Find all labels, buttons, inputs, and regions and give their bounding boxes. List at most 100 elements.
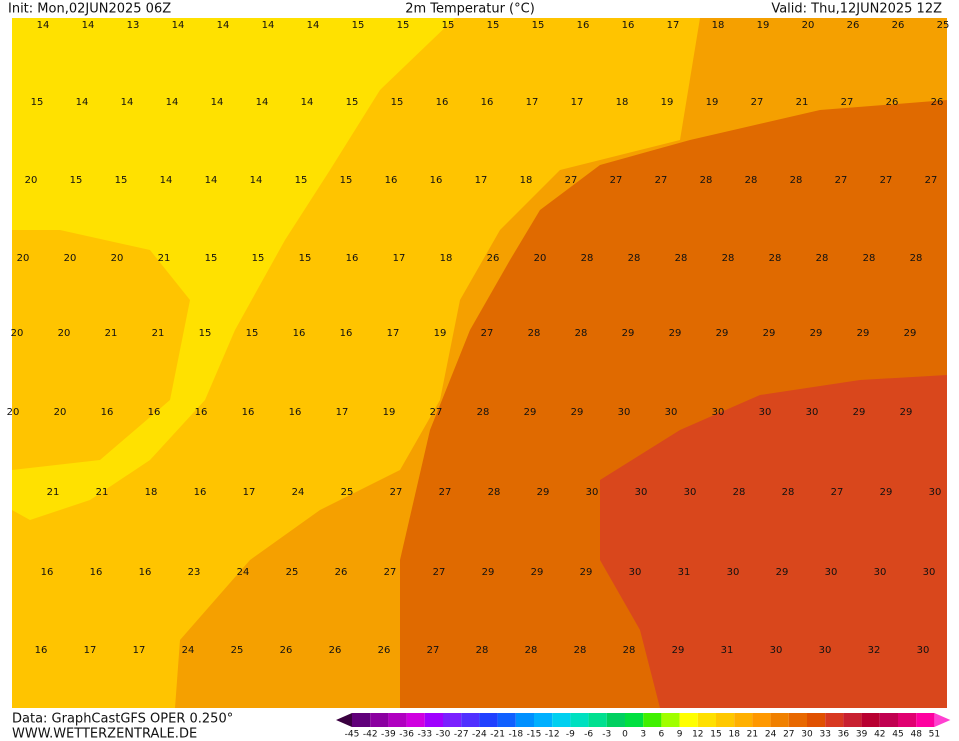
field-warm-left [12, 230, 190, 470]
temperature-value: 27 [384, 567, 397, 578]
temperature-value: 16 [194, 487, 207, 498]
temperature-value: 30 [629, 567, 642, 578]
temperature-value: 30 [684, 487, 697, 498]
temperature-value: 18 [712, 20, 725, 31]
temperature-value: 29 [763, 328, 776, 339]
colorbar-label: 36 [838, 730, 850, 740]
temperature-value: 27 [433, 567, 446, 578]
temperature-value: 17 [475, 175, 488, 186]
temperature-value: 26 [280, 645, 293, 656]
temperature-value: 29 [904, 328, 917, 339]
init: Init: Mon,02JUN2025 06Z [8, 2, 171, 17]
temperature-value: 30 [819, 645, 832, 656]
temperature-value: 27 [925, 175, 938, 186]
temperature-value: 25 [286, 567, 299, 578]
colorbar-swatch [370, 713, 389, 727]
temperature-value: 17 [667, 20, 680, 31]
temperature-value: 18 [616, 97, 629, 108]
colorbar-label: 15 [710, 730, 721, 740]
temperature-value: 29 [716, 328, 729, 339]
colorbar-swatch [352, 713, 371, 727]
colorbar-swatch [752, 713, 771, 727]
colorbar-swatch [406, 713, 425, 727]
temperature-value: 28 [790, 175, 803, 186]
colorbar-swatch [515, 713, 534, 727]
colorbar-swatch [643, 713, 662, 727]
colorbar-swatch [843, 713, 862, 727]
temperature-value: 27 [751, 97, 764, 108]
temperature-value: 16 [195, 407, 208, 418]
temperature-value: 30 [917, 645, 930, 656]
colorbar-label: -15 [527, 730, 542, 740]
temperature-value: 29 [524, 407, 537, 418]
temperature-value: 28 [675, 253, 688, 264]
temperature-value: 29 [857, 328, 870, 339]
temperature-value: 29 [622, 328, 635, 339]
temperature-value: 14 [160, 175, 173, 186]
temperature-value: 16 [289, 407, 302, 418]
colorbar-label: -30 [436, 730, 451, 740]
temperature-value: 14 [256, 97, 269, 108]
temperature-value: 19 [706, 97, 719, 108]
temperature-value: 30 [770, 645, 783, 656]
temperature-value: 26 [847, 20, 860, 31]
temperature-value: 14 [76, 97, 89, 108]
temperature-value: 28 [769, 253, 782, 264]
temperature-value: 15 [252, 253, 265, 264]
colorbar: -45 -42 -39 -36 -33 -30 -27 -24 -21 -18 -15 -12 -9 -6… [336, 713, 951, 740]
temperature-value: 15 [205, 253, 218, 264]
temperature-value: 14 [217, 20, 230, 31]
temperature-value: 25 [231, 645, 244, 656]
temperature-value: 17 [387, 328, 400, 339]
temperature-value: 25 [937, 20, 950, 31]
colorbar-label: -21 [490, 730, 505, 740]
temperature-value: 28 [745, 175, 758, 186]
temperature-value: 14 [172, 20, 185, 31]
temperature-value: 15 [295, 175, 308, 186]
colorbar-swatch [898, 713, 917, 727]
colorbar-label: 45 [892, 730, 903, 740]
temperature-value: 15 [391, 97, 404, 108]
temperature-value: 20 [802, 20, 815, 31]
temperature-value: 29 [537, 487, 550, 498]
temperature-value: 27 [841, 97, 854, 108]
temperature-value: 27 [655, 175, 668, 186]
temperature-value: 15 [31, 97, 44, 108]
temperature-value: 16 [148, 407, 161, 418]
temperature-value: 17 [571, 97, 584, 108]
colorbar-swatch [625, 713, 644, 727]
site: WWW.WETTERZENTRALE.DE [12, 727, 197, 741]
colorbar-swatch [879, 713, 898, 727]
colorbar-swatch [825, 713, 844, 727]
temperature-value: 29 [669, 328, 682, 339]
temperature-value: 27 [439, 487, 452, 498]
temperature-value: 20 [7, 407, 20, 418]
valid: Valid: Thu,12JUN2025 12Z [771, 2, 942, 17]
temperature-value: 20 [11, 328, 24, 339]
temperature-value: 26 [329, 645, 342, 656]
temperature-value: 14 [205, 175, 218, 186]
colorbar-swatch [716, 713, 735, 727]
colorbar-label: 48 [910, 730, 922, 740]
colorbar-label: 51 [929, 730, 940, 740]
colorbar-swatch [497, 713, 516, 727]
temperature-value: 27 [831, 487, 844, 498]
temperature-value: 15 [487, 20, 500, 31]
temperature-value: 28 [910, 253, 923, 264]
colorbar-label: -36 [399, 730, 414, 740]
temperature-value: 29 [580, 567, 593, 578]
temperature-value: 29 [810, 328, 823, 339]
colorbar-swatch [443, 713, 462, 727]
temperature-value: 19 [383, 407, 396, 418]
colorbar-label: -39 [381, 730, 396, 740]
temperature-value: 20 [25, 175, 38, 186]
colorbar-label: 42 [874, 730, 885, 740]
temperature-value: 14 [82, 20, 95, 31]
temperature-value: 26 [487, 253, 500, 264]
temperature-value: 28 [628, 253, 641, 264]
temperature-value: 14 [262, 20, 275, 31]
temperature-value: 28 [525, 645, 538, 656]
colorbar-label: 21 [747, 730, 758, 740]
colorbar-label: -24 [472, 730, 487, 740]
colorbar-label: 39 [856, 730, 868, 740]
